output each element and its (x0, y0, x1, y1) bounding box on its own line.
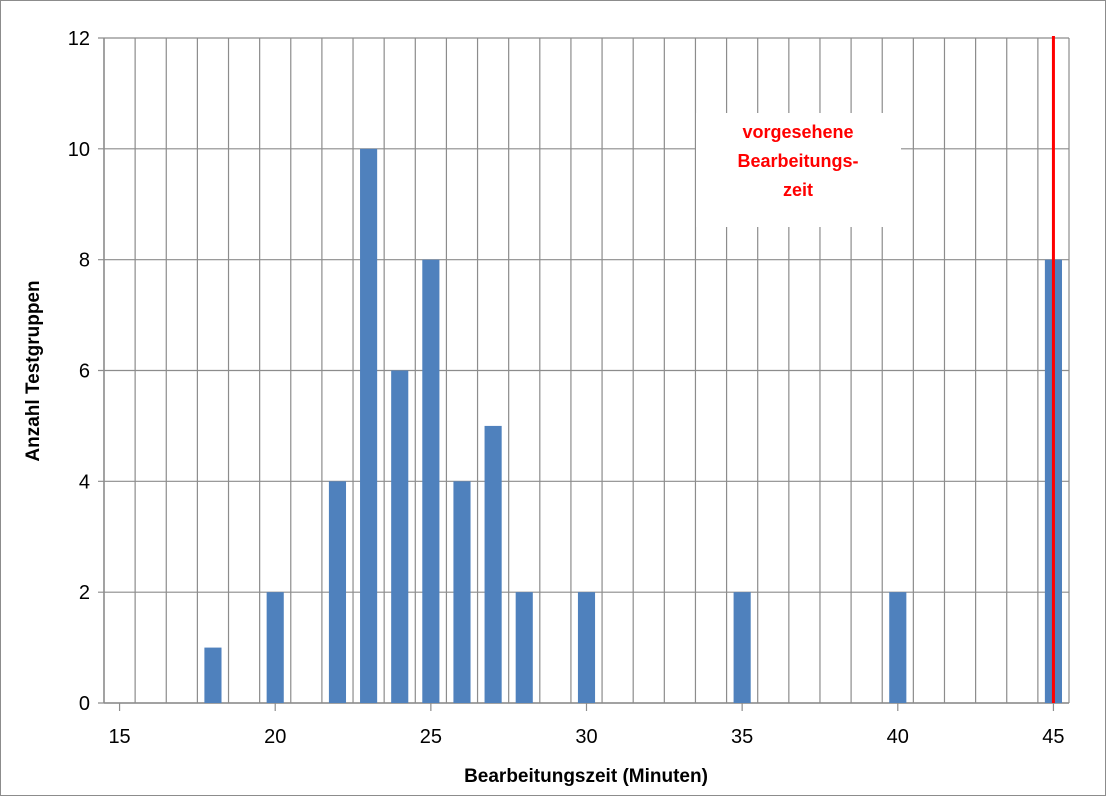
x-tick-label: 40 (887, 726, 909, 748)
x-tick-label: 45 (1042, 726, 1064, 748)
histogram-bar (733, 592, 751, 703)
annotation-line-3: zeit (783, 180, 813, 200)
histogram-bar (577, 592, 596, 703)
histogram-bar (484, 425, 502, 703)
histogram-bar (328, 481, 347, 703)
annotation-background (696, 113, 901, 227)
histogram-bar (515, 592, 533, 703)
y-tick-label: 8 (79, 250, 90, 272)
y-tick-label: 0 (79, 693, 90, 715)
x-tick-label: 35 (731, 726, 753, 748)
histogram-bar (391, 370, 409, 703)
histogram-bar (360, 148, 378, 704)
histogram-bar (422, 259, 440, 703)
grid-lines (98, 37, 1070, 704)
reference-line-annotation: vorgesehene Bearbeitungs- zeit (696, 113, 901, 227)
x-tick-label: 30 (575, 726, 597, 748)
annotation-line-2: Bearbeitungs- (737, 151, 858, 171)
y-axis-title: Anzahl Testgruppen (23, 280, 44, 461)
y-tick-label: 10 (68, 139, 90, 161)
histogram-bar (889, 592, 907, 703)
x-tick-label: 20 (264, 726, 286, 748)
annotation-line-1: vorgesehene (742, 122, 853, 142)
histogram-bar (453, 481, 471, 703)
y-tick-label: 12 (68, 28, 90, 50)
x-axis-title: Bearbeitungszeit (Minuten) (464, 766, 708, 787)
x-tick-label: 25 (420, 726, 442, 748)
tick-labels: 0 2 4 6 8 10 12 15 20 25 30 35 40 45 (68, 28, 1065, 748)
y-tick-label: 4 (79, 471, 90, 493)
histogram-bar (266, 592, 284, 703)
y-tick-label: 2 (79, 582, 90, 604)
y-tick-label: 6 (79, 361, 90, 383)
histogram-bar (204, 647, 222, 703)
x-tick-label: 15 (108, 726, 130, 748)
